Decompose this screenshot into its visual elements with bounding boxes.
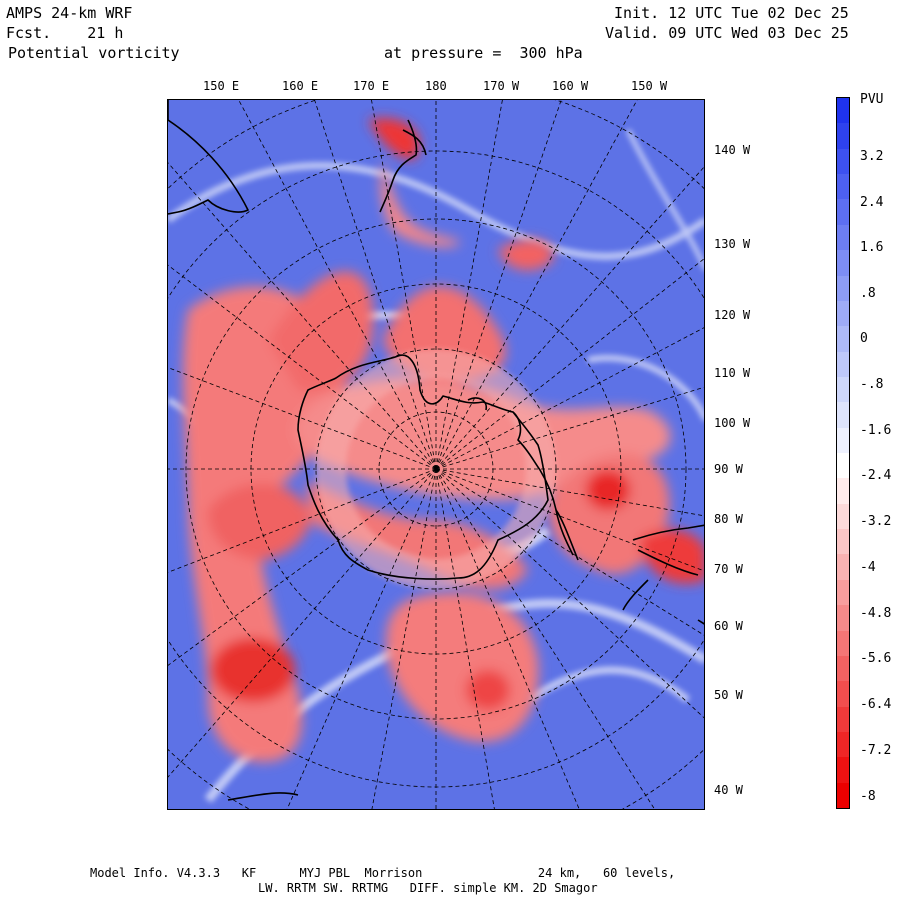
lon-label-right: 130 W <box>714 237 751 251</box>
init-time: Init. 12 UTC Tue 02 Dec 25 <box>614 4 849 22</box>
lon-label-top: 180 <box>425 79 447 93</box>
colorbar-tick: -2.4 <box>860 468 892 483</box>
colorbar-tick: -.8 <box>860 377 884 392</box>
colorbar-tick: -6.4 <box>860 697 892 712</box>
lon-label-right: 120 W <box>714 308 751 322</box>
forecast-hour: Fcst. 21 h <box>6 24 124 42</box>
pv-map-canvas <box>168 100 704 809</box>
lon-label-right: 60 W <box>714 619 743 633</box>
lon-label-right: 90 W <box>714 462 743 476</box>
colorbar-tick: 3.2 <box>860 149 884 164</box>
coastlines <box>168 100 704 801</box>
colorbar-tick: 0 <box>860 331 868 346</box>
lon-label-top: 150 E <box>203 79 240 93</box>
colorbar-tick: .8 <box>860 286 876 301</box>
colorbar-tick: -7.2 <box>860 743 892 758</box>
lon-label-right: 140 W <box>714 143 751 157</box>
colorbar-tick: -4.8 <box>860 606 892 621</box>
lon-label-right: 110 W <box>714 366 751 380</box>
model-info-line2: LW. RRTM SW. RRTMG DIFF. simple KM. 2D S… <box>258 881 598 895</box>
variable-name: Potential vorticity <box>8 44 180 62</box>
colorbar-tick: -8 <box>860 789 876 804</box>
model-info-line1: Model Info. V4.3.3 KF MYJ PBL Morrison 2… <box>90 866 676 880</box>
lon-label-right: 100 W <box>714 416 751 430</box>
colorbar-tick: 1.6 <box>860 240 884 255</box>
graticule <box>168 100 704 809</box>
colorbar-tick: 2.4 <box>860 195 884 210</box>
lon-label-right: 80 W <box>714 512 743 526</box>
colorbar <box>836 97 850 809</box>
lon-label-right: 40 W <box>714 783 743 797</box>
lon-label-top: 160 E <box>282 79 319 93</box>
pressure-level: at pressure = 300 hPa <box>384 44 583 62</box>
valid-time: Valid. 09 UTC Wed 03 Dec 25 <box>605 24 849 42</box>
lon-label-right: 70 W <box>714 562 743 576</box>
lon-label-top: 160 W <box>552 79 589 93</box>
model-title: AMPS 24-km WRF <box>6 4 133 22</box>
colorbar-tick: -1.6 <box>860 423 892 438</box>
pv-map <box>167 99 705 810</box>
pv-negative-anomalies <box>183 118 704 762</box>
lon-label-top: 150 W <box>631 79 668 93</box>
colorbar-tick: -3.2 <box>860 514 892 529</box>
colorbar-tick: -5.6 <box>860 651 892 666</box>
lon-label-top: 170 E <box>353 79 390 93</box>
lon-label-top: 170 W <box>483 79 520 93</box>
colorbar-unit: PVU <box>860 92 884 107</box>
colorbar-tick: -4 <box>860 560 876 575</box>
lon-label-right: 50 W <box>714 688 743 702</box>
antarctica-coast <box>297 354 549 580</box>
